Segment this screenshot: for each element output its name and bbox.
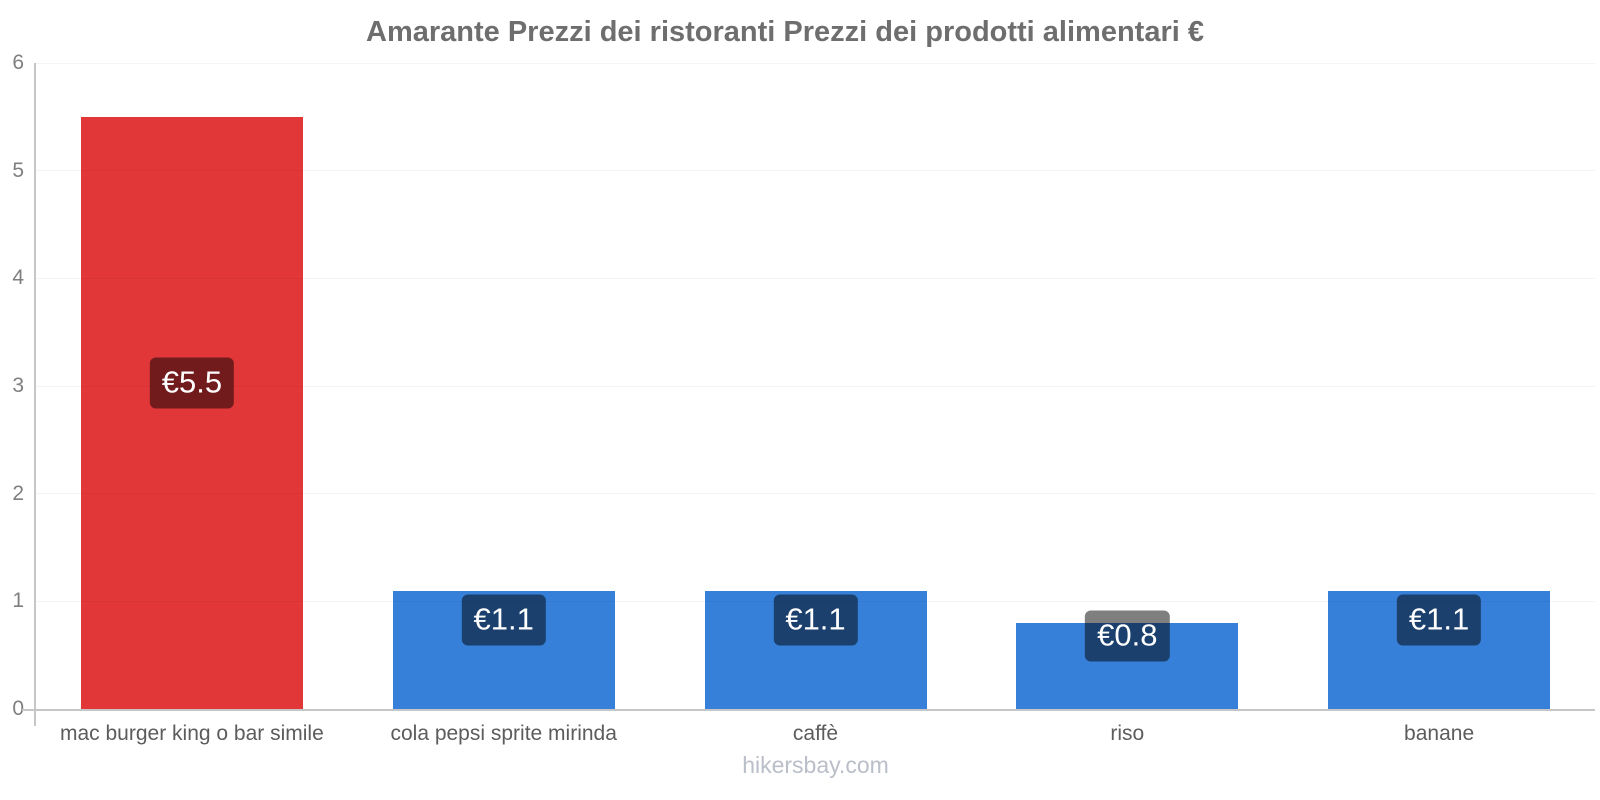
chart-title: Amarante Prezzi dei ristoranti Prezzi de…: [366, 16, 1204, 48]
y-tick-label: 1: [12, 589, 24, 613]
y-tick-label: 0: [12, 697, 24, 720]
bar[interactable]: [80, 116, 303, 709]
y-axis-line: [34, 63, 36, 726]
bar-value-label: €1.1: [461, 594, 546, 646]
y-tick-label: 5: [12, 158, 24, 182]
bar-value-label: €1.1: [1396, 594, 1482, 646]
bar-value-label: €0.8: [1085, 610, 1170, 662]
category-label: riso: [1110, 722, 1145, 745]
y-tick-label: 2: [12, 481, 24, 505]
plot-area: €5.5 €1.1 €1.1 €0.8 €1.1: [22, 62, 1595, 726]
y-tick-label: 3: [12, 374, 24, 397]
x-axis-line: [22, 709, 1595, 711]
category-label: banane: [1404, 722, 1475, 745]
category-label: caffè: [792, 722, 839, 745]
category-label: cola pepsi sprite mirinda: [390, 722, 617, 745]
grid-line: [36, 62, 1595, 64]
bar-value-label: €1.1: [773, 594, 858, 646]
y-tick-label: 4: [12, 266, 24, 290]
bar-value-label: €5.5: [149, 357, 235, 409]
category-label: mac burger king o bar simile: [60, 722, 324, 745]
y-tick-label: 6: [12, 51, 24, 74]
watermark-hikersbay: hikersbay.com: [742, 752, 889, 778]
